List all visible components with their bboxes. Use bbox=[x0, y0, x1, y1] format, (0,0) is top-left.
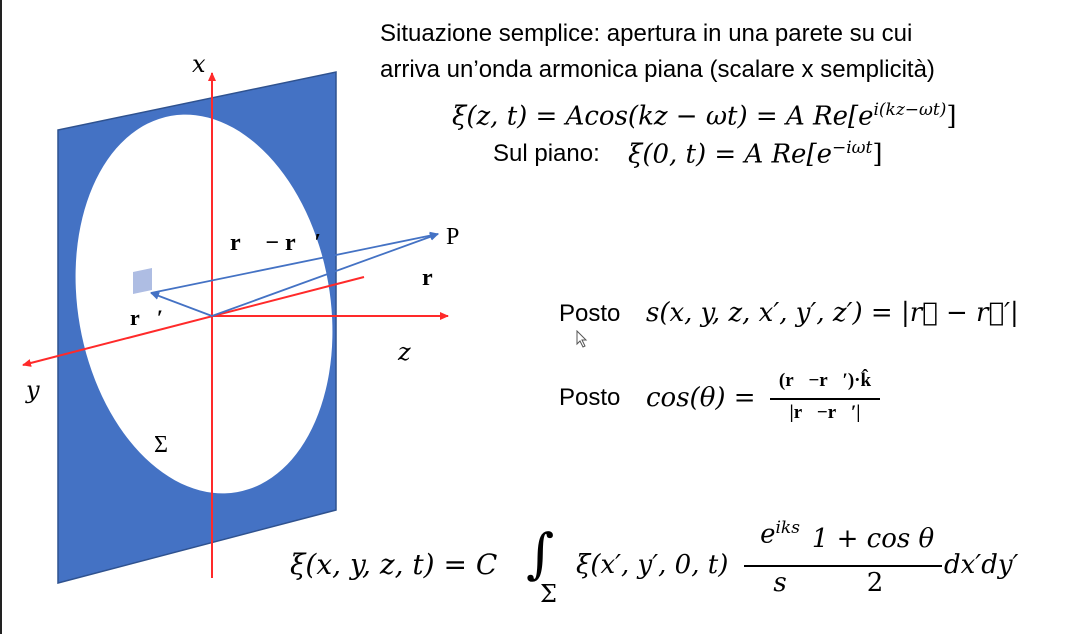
integral-lhs: ξ(x, y, z, t) = C bbox=[290, 548, 498, 581]
fraction-2-bar bbox=[808, 565, 942, 567]
mouse-cursor-icon bbox=[576, 330, 588, 348]
window-left-border bbox=[0, 0, 2, 634]
plane-equation: ξ(0, t) = A Re[e−iωt] bbox=[628, 138, 883, 170]
integral-sign: ∫ bbox=[526, 522, 555, 585]
plane-equation-lhs: ξ(0, t) = A Re[e bbox=[628, 139, 832, 170]
z-axis-label: z bbox=[397, 338, 411, 366]
wave-equation: ξ(z, t) = Acos(kz − ωt) = A Re[ei(kz−ωt)… bbox=[452, 100, 957, 132]
fraction-1-numerator: eiks bbox=[744, 518, 816, 550]
posto-2-fraction-bar bbox=[770, 398, 880, 400]
posto-2-lhs: cos(θ) = bbox=[646, 383, 756, 413]
x-axis-label: x bbox=[192, 50, 206, 78]
source-patch bbox=[133, 268, 152, 294]
posto-2-label: Posto bbox=[559, 384, 621, 411]
plane-equation-label: Sul piano: bbox=[493, 140, 600, 167]
y-axis-label: y bbox=[25, 376, 40, 404]
integral-integrand: ξ(x′, y′, 0, t) bbox=[576, 550, 729, 580]
fraction-2-denominator: 2 bbox=[866, 568, 884, 598]
posto-2-numerator: (r⃗−r⃗′)·k̂ bbox=[778, 370, 872, 391]
fraction-1-denominator: s bbox=[773, 568, 787, 598]
wave-equation-exponent: i(kz−ωt) bbox=[873, 100, 947, 120]
intro-line-2: arriva un’onda armonica piana (scalare x… bbox=[380, 56, 935, 83]
integral-domain: Σ bbox=[540, 580, 557, 608]
plane-equation-close: ] bbox=[872, 139, 883, 170]
aperture-label: Σ bbox=[154, 432, 168, 458]
fraction-2-numerator: 1 + cos θ bbox=[811, 524, 935, 554]
wave-equation-close: ] bbox=[946, 101, 957, 132]
y-axis-line bbox=[22, 276, 365, 367]
plane-equation-exponent: −iωt bbox=[831, 138, 873, 158]
point-p-label: P bbox=[446, 224, 459, 250]
posto-1-expression: s(x, y, z, x′, y′, z′) = |r⃗ − r⃗′| bbox=[646, 298, 1019, 328]
intro-line-1: Situazione semplice: apertura in una par… bbox=[380, 20, 913, 47]
r-prime-vector-line bbox=[150, 292, 213, 317]
fraction-1-numerator-base: e bbox=[760, 519, 776, 550]
r-vector-line bbox=[211, 232, 439, 317]
aperture-opening bbox=[75, 114, 333, 494]
r-prime-vector-label: r⃗′ bbox=[130, 305, 163, 330]
fraction-1-numerator-exponent: iks bbox=[775, 518, 800, 538]
diff-vector-line bbox=[150, 231, 439, 294]
diff-vector-label: r⃗ − r⃗′ bbox=[230, 230, 321, 256]
integral-differentials: dx′dy′ bbox=[944, 550, 1019, 580]
posto-2-denominator: |r⃗−r⃗′| bbox=[789, 402, 861, 423]
r-vector-label: r⃗ bbox=[422, 265, 451, 291]
fraction-1-bar bbox=[744, 565, 816, 567]
posto-1-label: Posto bbox=[559, 300, 621, 327]
wave-equation-lhs: ξ(z, t) = Acos(kz − ωt) = A Re[e bbox=[452, 101, 874, 132]
